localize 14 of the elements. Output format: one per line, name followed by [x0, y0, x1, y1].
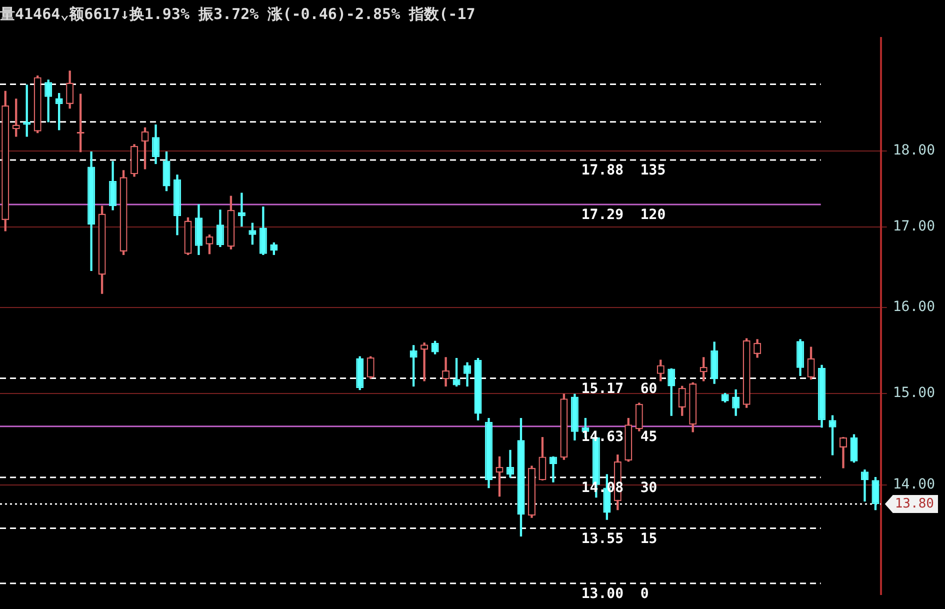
y-tick-label: 15.00 — [892, 384, 936, 401]
candlestick — [238, 192, 246, 227]
ref-line-label: 17.88 135 — [581, 162, 666, 179]
chart-title: 量41464⌄额6617↓换1.93% 振3.72% 涨(-0.46)-2.85% 指数(-17 — [0, 4, 476, 23]
ref-line-label: 17.29 120 — [581, 207, 666, 224]
y-tick-label: 16.00 — [892, 299, 936, 316]
ref-line-label: 13.55 15 — [581, 530, 658, 547]
y-tick-label: 14.00 — [892, 476, 936, 493]
y-tick-label: 18.00 — [892, 142, 936, 159]
y-tick-label: 17.00 — [892, 218, 936, 235]
ref-line-label: 15.17 60 — [581, 380, 658, 397]
ref-line-label: 13.80 — [894, 496, 934, 512]
candlestick — [76, 94, 84, 152]
ref-line-label: 13.00 0 — [581, 586, 649, 602]
